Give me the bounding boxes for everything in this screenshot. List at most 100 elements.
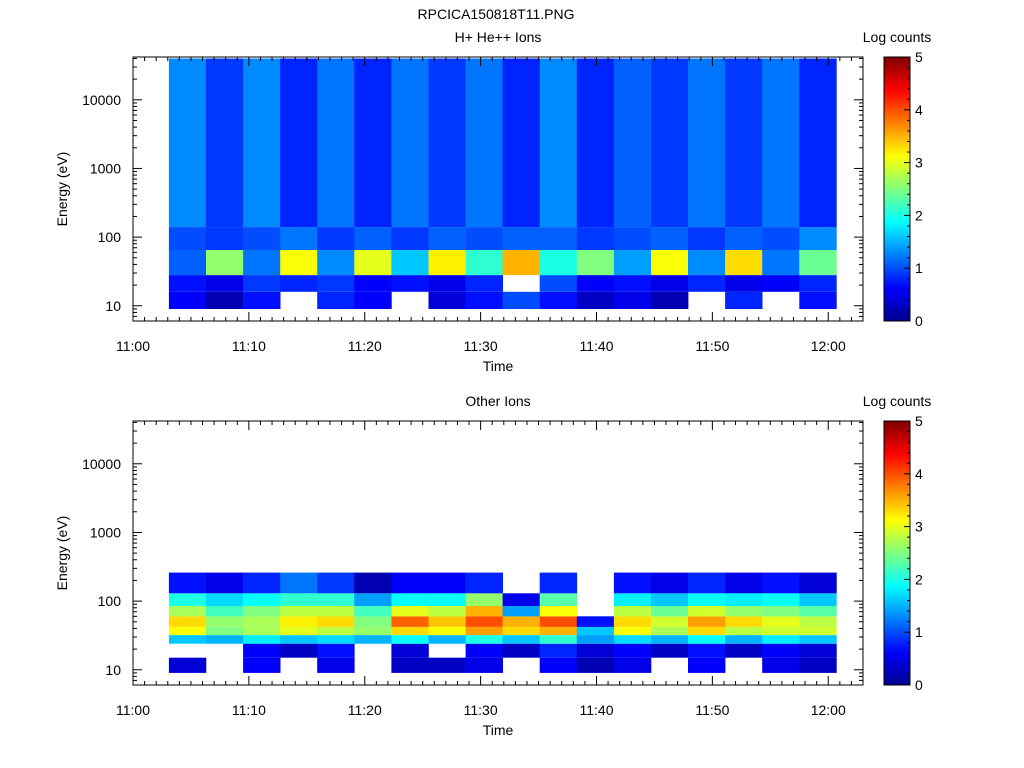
heatmap-cell (428, 593, 466, 606)
heatmap-cell (539, 627, 578, 636)
heatmap-cell (688, 643, 726, 658)
heatmap-cell (465, 635, 503, 644)
heatmap-cell (539, 593, 578, 606)
heatmap-cell (280, 275, 318, 292)
y-tick-label: 10 (105, 662, 121, 678)
heatmap-cell (502, 227, 540, 250)
heatmap-cell (354, 635, 392, 644)
heatmap-cell (317, 291, 355, 309)
heatmap-cell (502, 291, 540, 309)
heatmap-cells (168, 58, 837, 309)
heatmap-cell (206, 635, 244, 644)
heatmap-cell (465, 627, 503, 636)
heatmap-cell (206, 227, 244, 250)
heatmap-cell (354, 275, 392, 292)
heatmap-cell (391, 250, 429, 276)
heatmap-cell (428, 657, 466, 673)
heatmap-cell (428, 275, 466, 292)
heatmap-cell (168, 657, 207, 673)
heatmap-cell (243, 593, 281, 606)
heatmap-cell (613, 58, 652, 228)
y-tick-label: 100 (98, 229, 122, 245)
heatmap-cell (502, 250, 540, 276)
heatmap-cell (762, 643, 800, 658)
panel-title: Other Ions (465, 393, 530, 409)
heatmap-cells (168, 572, 837, 673)
heatmap-cell (243, 227, 281, 250)
heatmap-cell (799, 250, 837, 276)
heatmap-cell (206, 593, 244, 606)
heatmap-cell (539, 643, 578, 658)
heatmap-cell (539, 275, 578, 292)
colorbar (883, 420, 911, 686)
heatmap-cell (280, 643, 318, 658)
heatmap-cell (576, 275, 615, 292)
heatmap-cell (243, 572, 281, 594)
y-tick-label: 10 (105, 298, 121, 314)
heatmap-cell (465, 572, 503, 594)
x-tick-label: 12:00 (811, 702, 846, 718)
heatmap-cell (502, 606, 540, 617)
heatmap-cell (391, 643, 429, 658)
heatmap-cell (428, 291, 466, 309)
heatmap-cell (391, 572, 429, 594)
heatmap-cell (688, 572, 726, 594)
heatmap-cell (576, 616, 615, 627)
x-tick-label: 11:00 (116, 338, 150, 354)
heatmap-cell (502, 635, 540, 644)
heatmap-cell (613, 291, 652, 309)
heatmap-cell (576, 657, 615, 673)
heatmap-cell (725, 275, 763, 292)
heatmap-cell (168, 58, 207, 228)
heatmap-cell (762, 657, 800, 673)
colorbar-tick-label: 3 (915, 155, 923, 171)
heatmap-cell (613, 627, 652, 636)
heatmap-cell (465, 606, 503, 617)
heatmap-cell (725, 227, 763, 250)
panel-title: H+ He++ Ions (455, 29, 542, 45)
heatmap-cell (539, 606, 578, 617)
x-tick-label: 11:10 (232, 338, 266, 354)
heatmap-cell (280, 635, 318, 644)
heatmap-cell (280, 606, 318, 617)
colorbar-label: Log counts (863, 393, 932, 409)
heatmap-cell (502, 58, 540, 228)
heatmap-cell (613, 250, 652, 276)
heatmap-cell (317, 643, 355, 658)
x-tick-label: 11:40 (579, 702, 613, 718)
heatmap-cell (799, 227, 837, 250)
heatmap-cell (354, 227, 392, 250)
panel-other-ions: Other Ions Time Energy (eV) 11:00 11:10 11:20… (54, 393, 931, 738)
heatmap-cell (243, 635, 281, 644)
heatmap-cell (391, 593, 429, 606)
heatmap-cell (725, 606, 763, 617)
heatmap-cell (799, 635, 837, 644)
heatmap-cell (613, 572, 652, 594)
heatmap-cell (465, 593, 503, 606)
heatmap-cell (688, 616, 726, 627)
heatmap-cell (576, 627, 615, 636)
heatmap-cell (688, 275, 726, 292)
heatmap-cell (243, 250, 281, 276)
heatmap-cell (651, 58, 689, 228)
heatmap-cell (243, 606, 281, 617)
heatmap-cell (206, 572, 244, 594)
heatmap-cell (168, 593, 207, 606)
heatmap-cell (465, 291, 503, 309)
heatmap-cell (168, 291, 207, 309)
heatmap-cell (354, 58, 392, 228)
heatmap-cell (762, 593, 800, 606)
x-axis-label: Time (483, 722, 514, 738)
heatmap-cell (799, 657, 837, 673)
heatmap-cell (243, 627, 281, 636)
y-tick-label: 10000 (82, 92, 121, 108)
heatmap-cell (799, 291, 837, 309)
y-axis-label: Energy (eV) (54, 516, 70, 591)
heatmap-cell (280, 227, 318, 250)
heatmap-cell (613, 643, 652, 658)
heatmap-cell (762, 227, 800, 250)
y-tick-label: 100 (98, 593, 122, 609)
heatmap-cell (206, 291, 244, 309)
x-tick-label: 11:50 (695, 338, 729, 354)
